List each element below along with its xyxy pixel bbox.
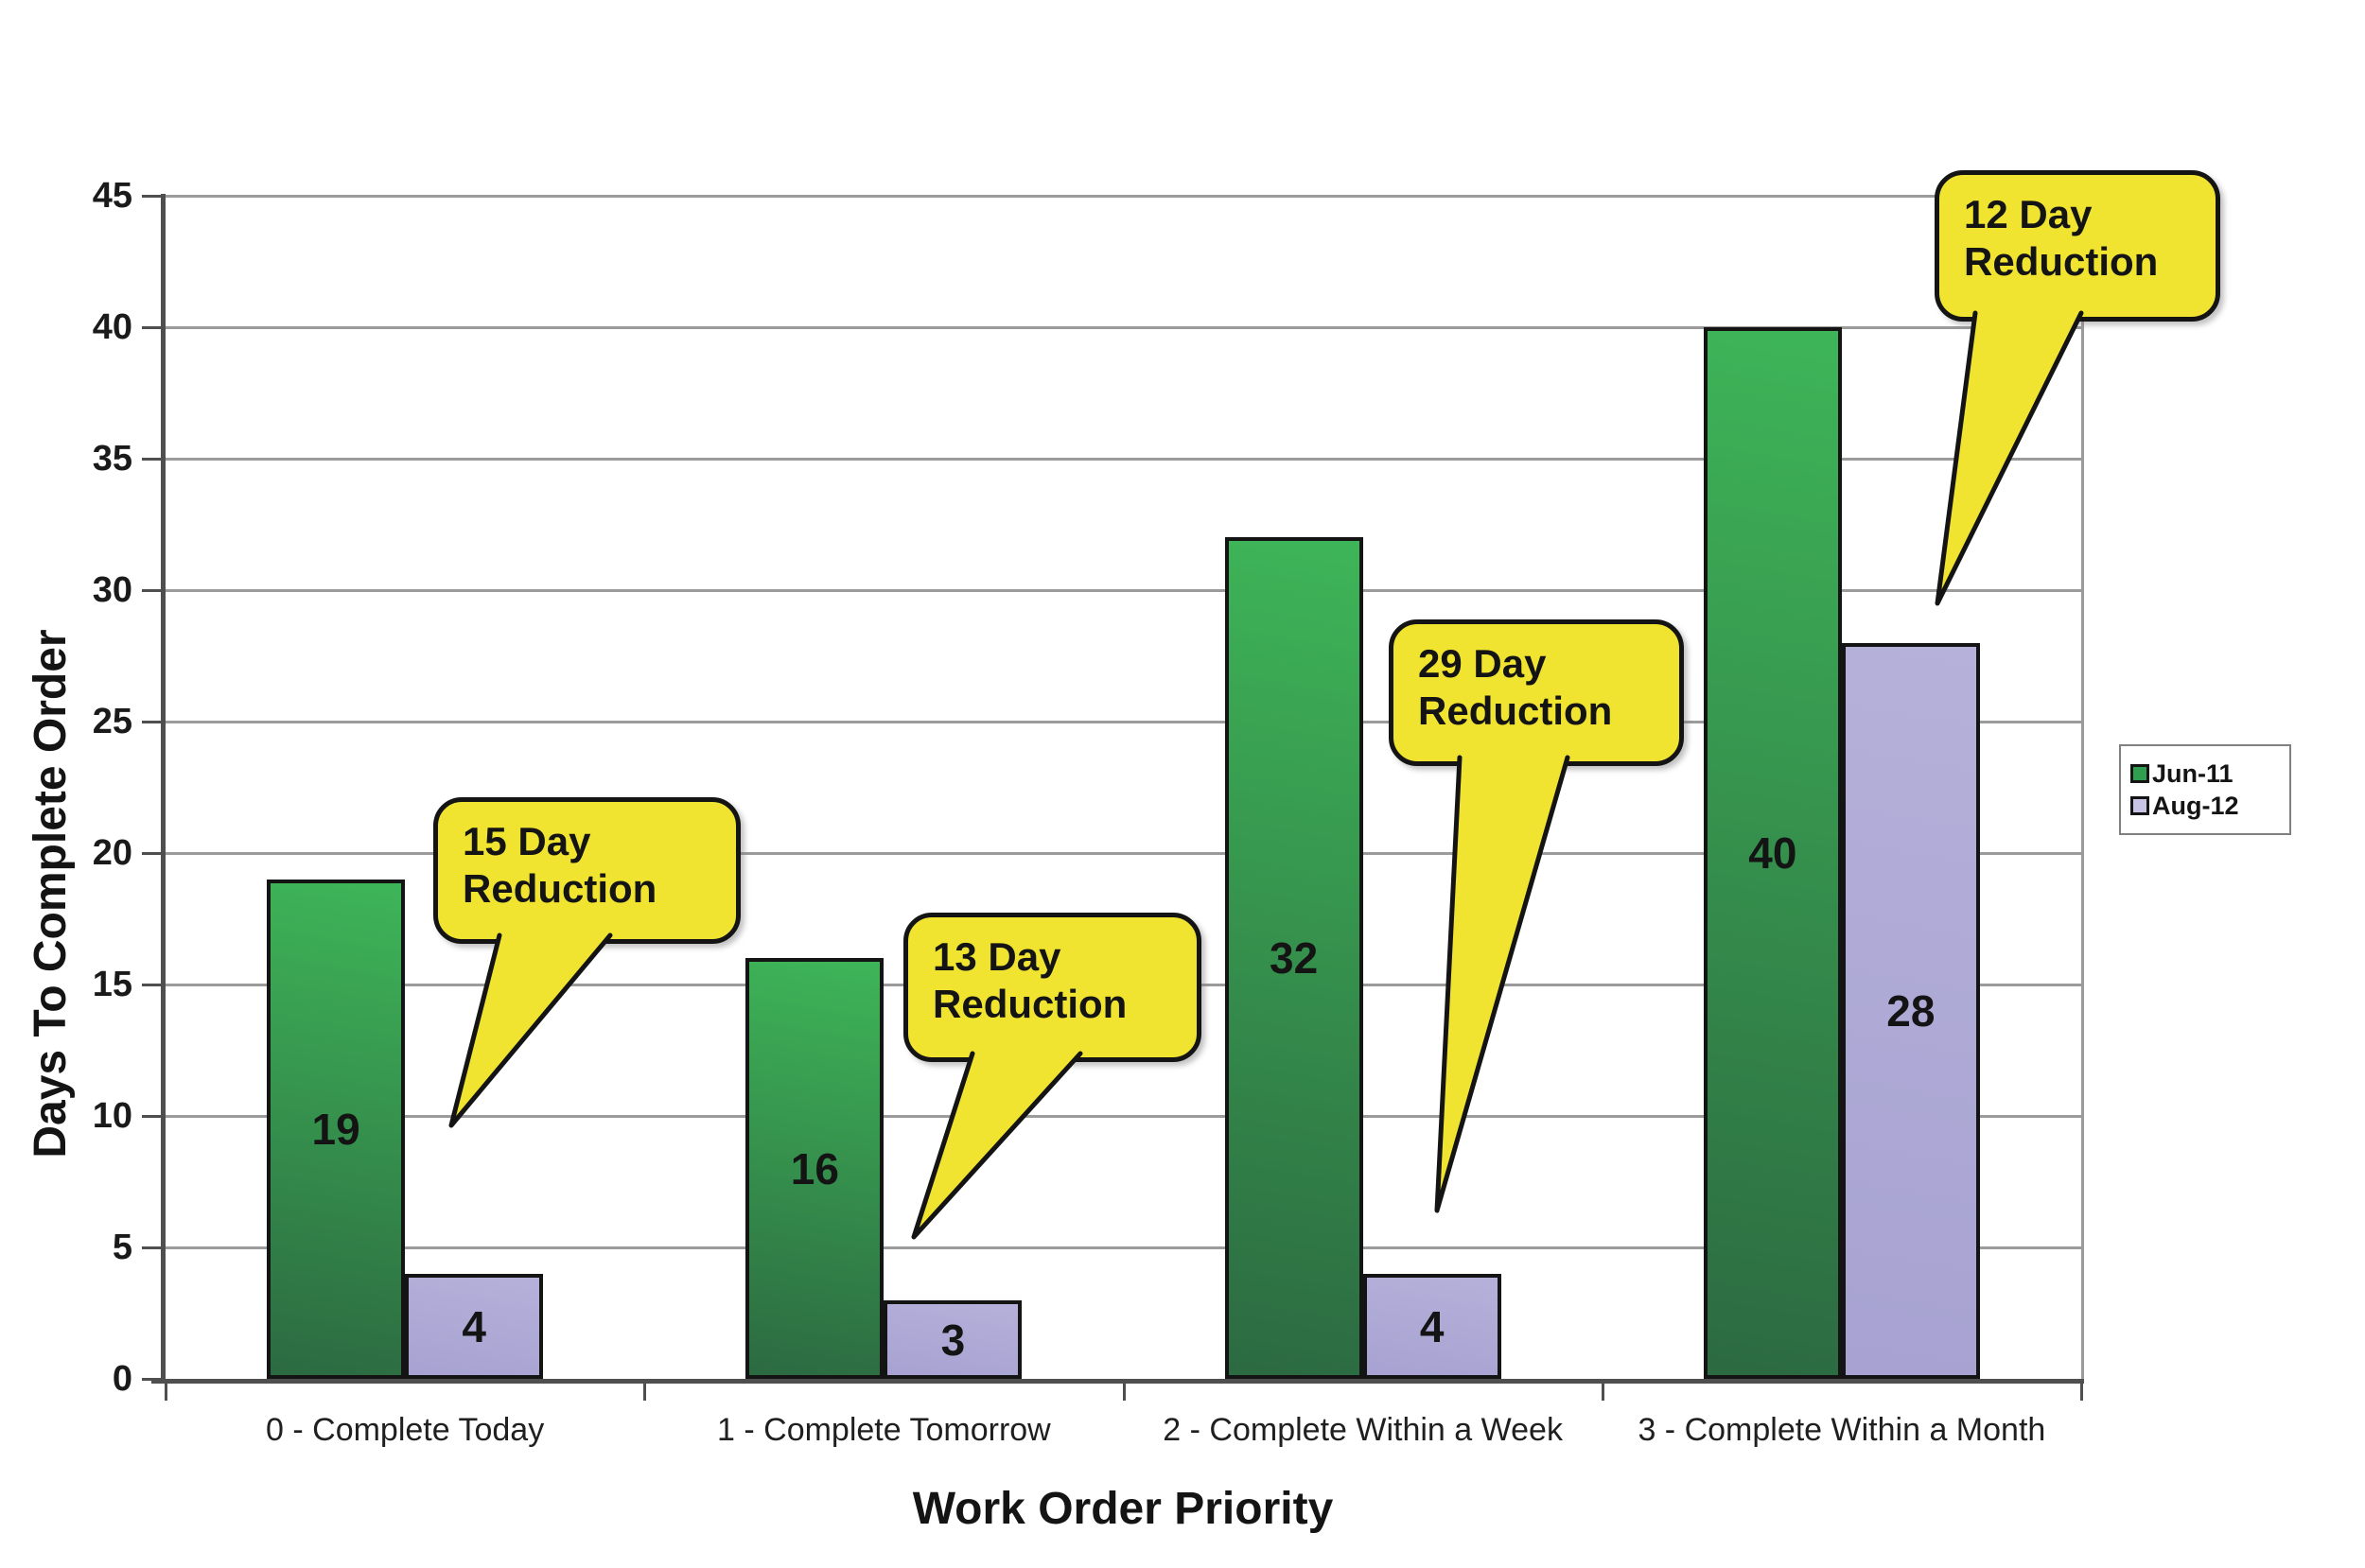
bar-aug-12-cat1	[884, 1300, 1023, 1379]
y-axis-tick-35	[142, 458, 163, 461]
bar-value-label: 28	[1886, 986, 1936, 1036]
y-axis-tick-10	[142, 1115, 163, 1118]
y-axis-tick-label: 40	[92, 307, 132, 347]
callout-tail-edge	[911, 1051, 1083, 1240]
y-axis-tick-label: 15	[92, 965, 132, 1004]
bar-jun-11-cat2	[1224, 537, 1363, 1379]
gridline-40	[166, 326, 2081, 329]
callout-text: Reduction	[463, 866, 657, 911]
legend-label: Jun-11	[2152, 759, 2234, 788]
bar-value-label: 4	[462, 1301, 486, 1351]
x-category-label: 2 - Complete Within a Week	[1163, 1412, 1563, 1448]
y-axis-tick-label: 20	[92, 833, 132, 873]
callout-text: Reduction	[1964, 239, 2159, 284]
gridline-45	[166, 195, 2081, 198]
gridline-30	[166, 589, 2081, 592]
legend-swatch-icon	[2130, 796, 2149, 815]
bar-aug-12-cat3	[1841, 643, 1980, 1379]
callout-text: 15 Day	[463, 819, 591, 863]
callout-tail-edge	[448, 932, 613, 1128]
y-axis-tick-25	[142, 721, 163, 723]
legend-label: Aug-12	[2152, 792, 2239, 820]
x-category-label: 0 - Complete Today	[266, 1412, 545, 1448]
callout-tail-15-day-reduction	[451, 935, 610, 1125]
x-axis-tick	[1122, 1384, 1126, 1401]
gridline-20	[166, 852, 2081, 855]
y-axis-tick-5	[142, 1246, 163, 1249]
x-axis-line	[151, 1379, 2084, 1384]
bar-value-label: 16	[790, 1143, 839, 1193]
bar-jun-11-cat3	[1703, 327, 1842, 1379]
y-axis-tick-45	[142, 195, 163, 198]
bar-value-label: 3	[940, 1315, 966, 1365]
legend-item-jun-11: Jun-11	[2130, 759, 2280, 788]
x-axis-title: Work Order Priority	[912, 1484, 1334, 1534]
bar-value-label: 40	[1748, 828, 1797, 878]
callout-text: Reduction	[1418, 688, 1613, 733]
callout-text: Reduction	[933, 982, 1128, 1026]
x-category-label: 1 - Complete Tomorrow	[717, 1412, 1051, 1448]
bar-aug-12-cat0	[405, 1274, 544, 1379]
bar-aug-12-cat2	[1362, 1274, 1501, 1379]
x-axis-tick	[165, 1384, 167, 1401]
bar-value-label: 19	[311, 1105, 360, 1154]
callout-29-day-reduction: 29 Day Reduction	[1389, 619, 1684, 766]
bar-jun-11-cat0	[267, 880, 406, 1379]
y-axis-tick-15	[142, 984, 163, 986]
gridline-5	[166, 1246, 2081, 1249]
legend: Jun-11 Aug-12	[2119, 744, 2291, 835]
y-axis-tick-30	[142, 589, 163, 592]
x-category-label: 3 - Complete Within a Month	[1638, 1412, 2046, 1448]
y-axis-tick-label: 25	[92, 702, 132, 741]
bar-jun-11-cat1	[745, 958, 885, 1379]
y-axis-tick-label: 35	[92, 439, 132, 479]
y-axis-tick-label: 10	[92, 1096, 132, 1136]
callout-13-day-reduction: 13 Day Reduction	[903, 913, 1201, 1062]
x-axis-tick	[2080, 1384, 2083, 1401]
bar-value-label: 32	[1270, 933, 1319, 983]
callout-text: 12 Day	[1964, 192, 2093, 236]
callout-tail-13-day-reduction	[914, 1054, 1080, 1237]
gridline-25	[166, 721, 2081, 723]
x-axis-tick	[643, 1384, 647, 1401]
callout-12-day-reduction: 12 Day Reduction	[1935, 170, 2220, 322]
y-axis-tick-label: 0	[112, 1359, 132, 1399]
plot-right-border	[2081, 196, 2084, 1379]
y-axis-tick-20	[142, 852, 163, 855]
y-axis-tick-40	[142, 326, 163, 329]
gridline-10	[166, 1115, 2081, 1118]
bar-value-label: 4	[1419, 1301, 1445, 1351]
callout-text: 13 Day	[933, 934, 1061, 979]
callout-15-day-reduction: 15 Day Reduction	[433, 797, 741, 944]
callout-text: 29 Day	[1418, 641, 1547, 686]
legend-swatch-icon	[2130, 764, 2149, 783]
gridline-35	[166, 458, 2081, 461]
x-axis-tick	[1601, 1384, 1604, 1401]
y-axis-tick-label: 30	[92, 570, 132, 610]
legend-item-aug-12: Aug-12	[2130, 792, 2280, 820]
y-axis-tick-label: 45	[92, 176, 132, 216]
y-axis-line	[161, 194, 166, 1381]
y-axis-tick-label: 5	[112, 1228, 132, 1267]
